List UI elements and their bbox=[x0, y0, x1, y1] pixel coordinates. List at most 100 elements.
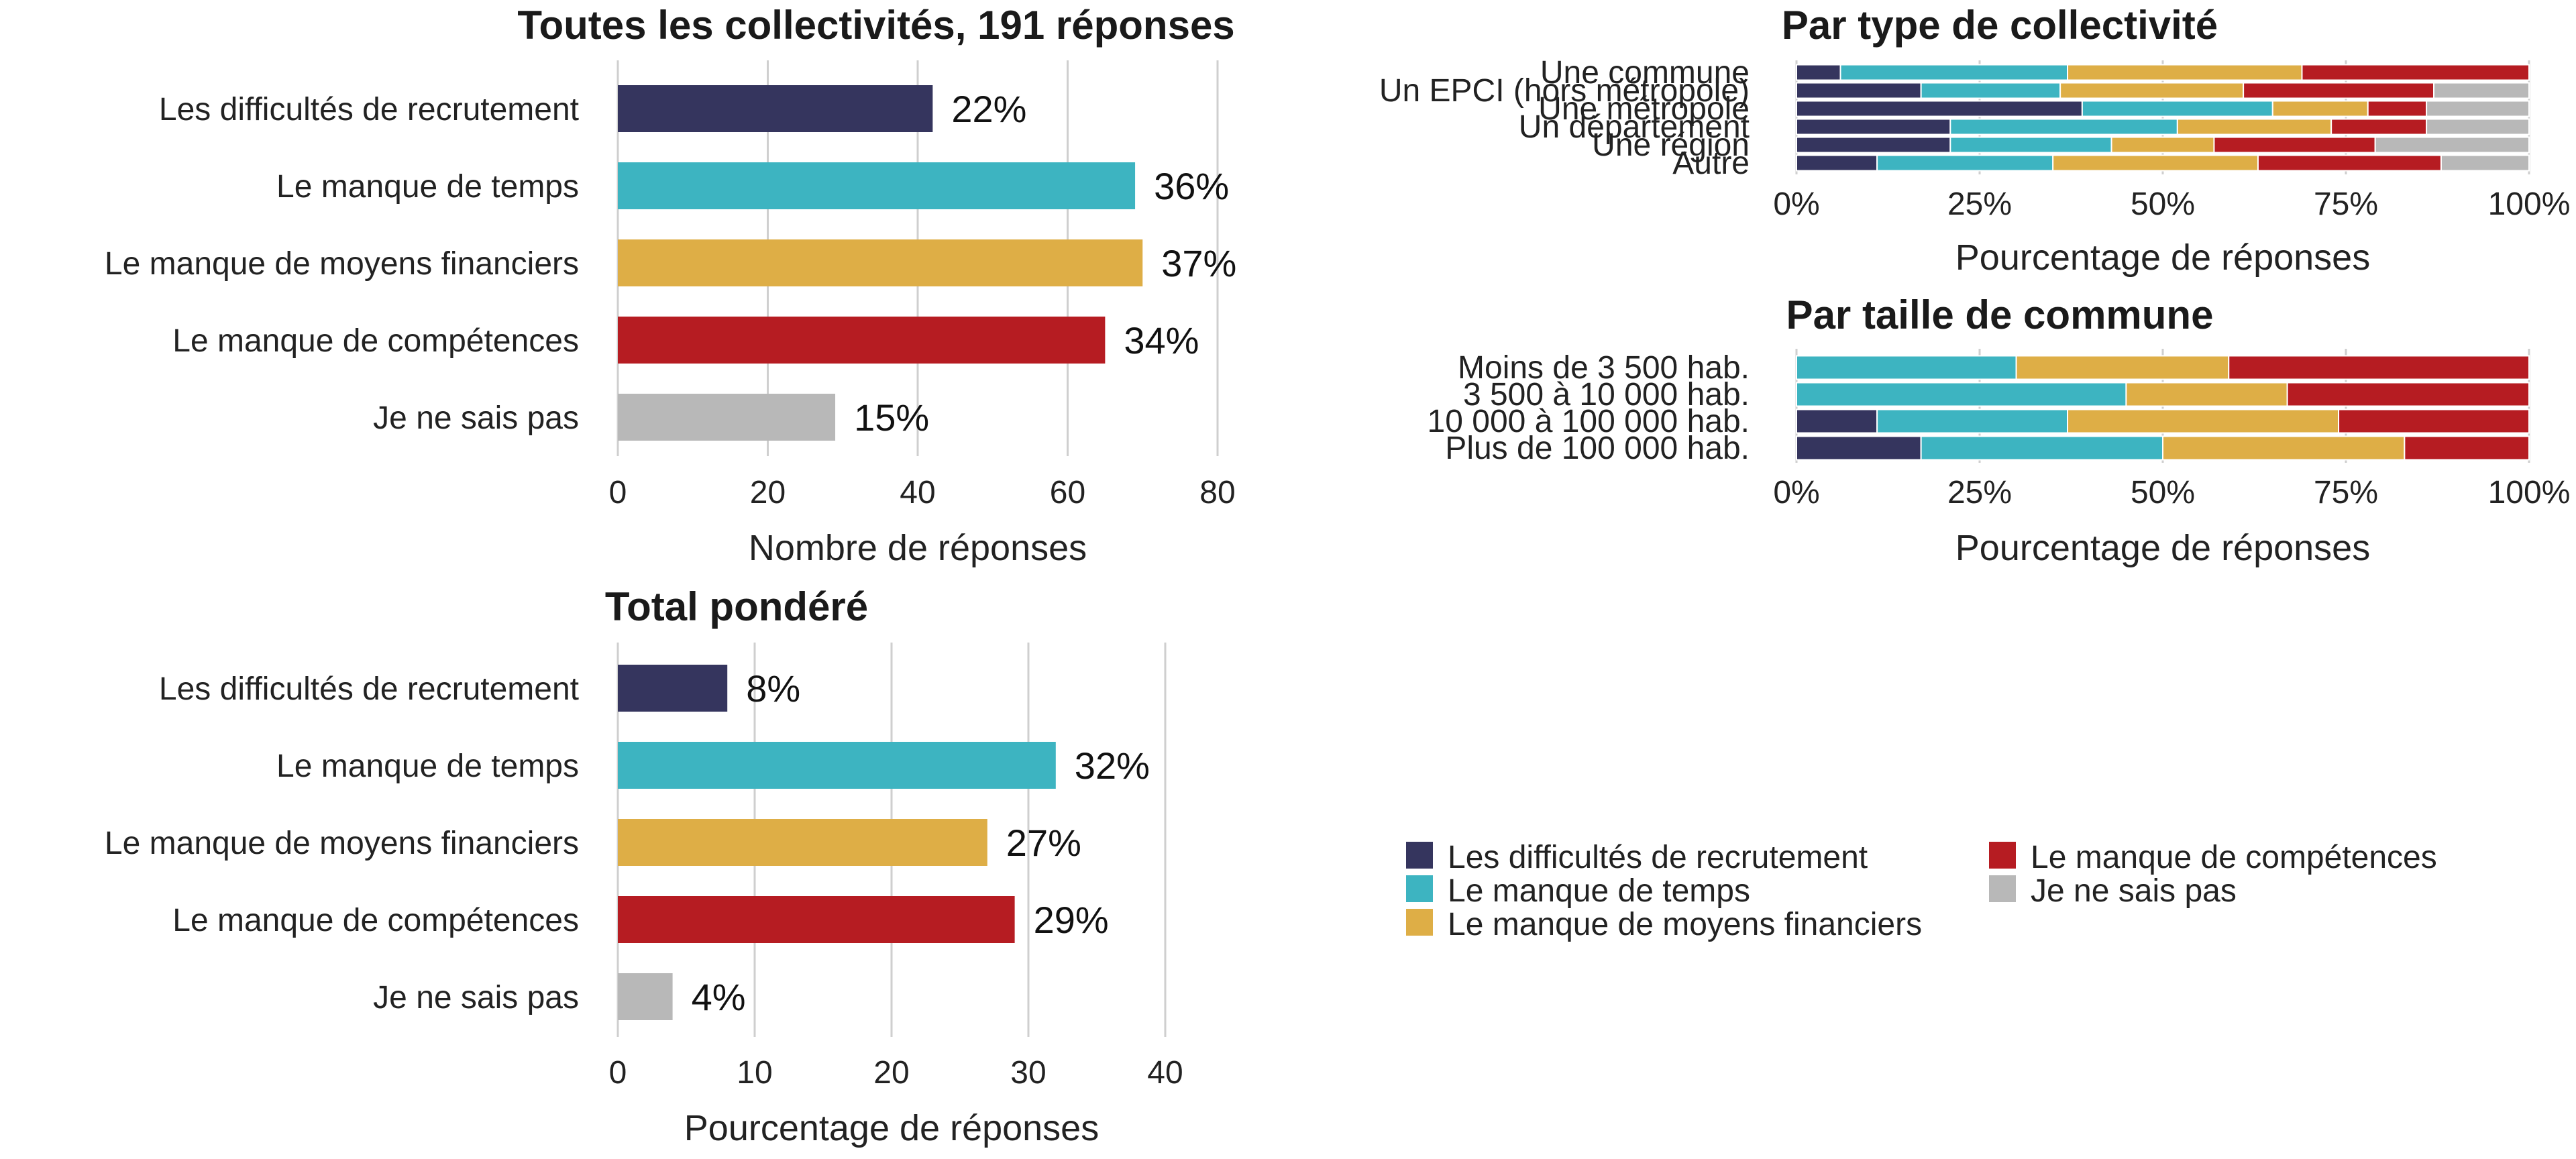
segment-le-manque-de-moyens-financiers bbox=[2015, 355, 2230, 380]
bar-le-manque-de-competences bbox=[618, 896, 1015, 943]
bar-le-manque-de-moyens-financiers bbox=[618, 239, 1143, 286]
segment-le-manque-de-competences bbox=[2243, 82, 2435, 99]
category-label: Une métropole bbox=[1538, 91, 1750, 127]
legend-label: Les difficultés de recrutement bbox=[1448, 840, 1868, 875]
x-tick-label: 40 bbox=[900, 475, 935, 510]
segment-je-ne-sais-pas bbox=[2433, 82, 2530, 99]
segment-le-manque-de-temps bbox=[1796, 382, 2127, 407]
category-label: 10 000 à 100 000 hab. bbox=[1428, 404, 1750, 439]
data-label: 34% bbox=[1124, 319, 1199, 362]
x-tick-label: 40 bbox=[1147, 1055, 1183, 1091]
category-label: Une région bbox=[1592, 127, 1750, 163]
bar-le-manque-de-temps bbox=[618, 742, 1056, 789]
category-label: 3 500 à 10 000 hab. bbox=[1463, 377, 1750, 412]
segment-les-difficultes-de-recrutement bbox=[1796, 118, 1951, 135]
x-tick-label: 25% bbox=[1947, 475, 2012, 510]
x-tick-label: 75% bbox=[2314, 475, 2378, 510]
category-label: Le manque de temps bbox=[276, 169, 579, 205]
data-label: 15% bbox=[854, 396, 929, 439]
category-label: Un EPCI (hors métropole) bbox=[1379, 73, 1750, 109]
x-tick-label: 0 bbox=[609, 1055, 627, 1091]
segment-le-manque-de-competences bbox=[2286, 382, 2530, 407]
segment-le-manque-de-moyens-financiers bbox=[2059, 82, 2245, 99]
segment-les-difficultes-de-recrutement bbox=[1796, 408, 1878, 434]
segment-le-manque-de-moyens-financiers bbox=[2162, 435, 2406, 461]
category-label: Un département bbox=[1519, 109, 1750, 145]
segment-le-manque-de-temps bbox=[1920, 82, 2061, 99]
segment-le-manque-de-temps bbox=[1876, 408, 2069, 434]
category-label: Le manque de compétences bbox=[172, 323, 579, 359]
segment-le-manque-de-competences bbox=[2367, 100, 2428, 117]
category-label: Le manque de moyens financiers bbox=[105, 826, 579, 861]
x-tick-label: 10 bbox=[737, 1055, 772, 1091]
segment-le-manque-de-temps bbox=[1876, 154, 2054, 172]
segment-le-manque-de-moyens-financiers bbox=[2110, 136, 2215, 154]
segment-le-manque-de-moyens-financiers bbox=[2176, 118, 2332, 135]
bar-le-manque-de-temps bbox=[618, 162, 1136, 209]
bar-le-manque-de-competences bbox=[618, 317, 1106, 364]
legend-label: Je ne sais pas bbox=[2031, 873, 2237, 909]
segment-le-manque-de-moyens-financiers bbox=[2271, 100, 2369, 117]
segment-le-manque-de-moyens-financiers bbox=[2052, 154, 2259, 172]
chart-all: Toutes les collectivités, 191 réponses 0 2… bbox=[105, 3, 1236, 568]
chart-title: Par type de collectivité bbox=[1782, 3, 2218, 48]
x-tick-label: 20 bbox=[873, 1055, 909, 1091]
segment-les-difficultes-de-recrutement bbox=[1796, 82, 1922, 99]
category-label: Je ne sais pas bbox=[373, 400, 579, 436]
x-tick-label: 50% bbox=[2131, 186, 2195, 222]
chart-title: Toutes les collectivités, 191 réponses bbox=[517, 3, 1234, 48]
segment-le-manque-de-temps bbox=[1949, 136, 2112, 154]
data-label: 8% bbox=[746, 667, 800, 710]
segment-le-manque-de-moyens-financiers bbox=[2067, 408, 2340, 434]
data-label: 29% bbox=[1034, 899, 1109, 941]
category-label: Autre bbox=[1672, 146, 1750, 181]
segment-je-ne-sais-pas bbox=[2374, 136, 2530, 154]
data-label: 27% bbox=[1006, 822, 1081, 864]
legend-label: Le manque de compétences bbox=[2031, 840, 2437, 875]
segment-le-manque-de-moyens-financiers bbox=[2125, 382, 2288, 407]
chart-type: Par type de collectivité 0% 25% 50% 75% 100% U… bbox=[1379, 3, 2571, 278]
category-label: Les difficultés de recrutement bbox=[159, 671, 579, 707]
segment-le-manque-de-temps bbox=[2081, 100, 2273, 117]
segment-le-manque-de-moyens-financiers bbox=[2067, 64, 2303, 81]
segment-je-ne-sais-pas bbox=[2426, 118, 2530, 135]
segment-les-difficultes-de-recrutement bbox=[1796, 64, 1841, 81]
legend-label: Le manque de temps bbox=[1448, 873, 1750, 909]
x-tick-label: 100% bbox=[2488, 475, 2571, 510]
category-label: Le manque de compétences bbox=[172, 903, 579, 938]
category-label: Je ne sais pas bbox=[373, 980, 579, 1015]
data-label: 37% bbox=[1161, 242, 1236, 284]
data-label: 32% bbox=[1075, 744, 1150, 787]
bar-le-manque-de-moyens-financiers bbox=[618, 819, 987, 866]
x-axis-label: Pourcentage de réponses bbox=[1955, 237, 2370, 278]
data-label: 36% bbox=[1154, 165, 1229, 207]
chart-weighted: Total pondéré 0 10 20 30 40 Les difficultés de… bbox=[105, 584, 1183, 1148]
segment-le-manque-de-competences bbox=[2301, 64, 2530, 81]
segment-le-manque-de-temps bbox=[1920, 435, 2163, 461]
segment-je-ne-sais-pas bbox=[2426, 100, 2530, 117]
segment-le-manque-de-temps bbox=[1839, 64, 2069, 81]
bar-je-ne-sais-pas bbox=[618, 973, 673, 1020]
chart-title: Par taille de commune bbox=[1786, 292, 2214, 337]
legend-label: Le manque de moyens financiers bbox=[1448, 907, 1922, 942]
legend-swatch bbox=[1989, 842, 2016, 869]
x-tick-label: 30 bbox=[1010, 1055, 1046, 1091]
segment-le-manque-de-competences bbox=[2338, 408, 2530, 434]
chart-title: Total pondéré bbox=[605, 584, 868, 629]
x-tick-label: 50% bbox=[2131, 475, 2195, 510]
segment-le-manque-de-competences bbox=[2228, 355, 2530, 380]
legend-swatch bbox=[1989, 875, 2016, 902]
segment-je-ne-sais-pas bbox=[2440, 154, 2530, 172]
segment-le-manque-de-competences bbox=[2213, 136, 2376, 154]
x-tick-label: 100% bbox=[2488, 186, 2571, 222]
legend-swatch bbox=[1406, 909, 1433, 936]
x-axis-label: Pourcentage de réponses bbox=[1955, 528, 2370, 568]
segment-les-difficultes-de-recrutement bbox=[1796, 154, 1878, 172]
bar-les-difficultes-de-recrutement bbox=[618, 85, 933, 132]
legend-swatch bbox=[1406, 842, 1433, 869]
category-label: Une commune bbox=[1540, 55, 1750, 91]
category-label: Moins de 3 500 hab. bbox=[1458, 350, 1750, 386]
chart-size: Par taille de commune 0% 25% 50% 75% 100% Moin… bbox=[1428, 292, 2571, 568]
segment-le-manque-de-temps bbox=[1949, 118, 2178, 135]
